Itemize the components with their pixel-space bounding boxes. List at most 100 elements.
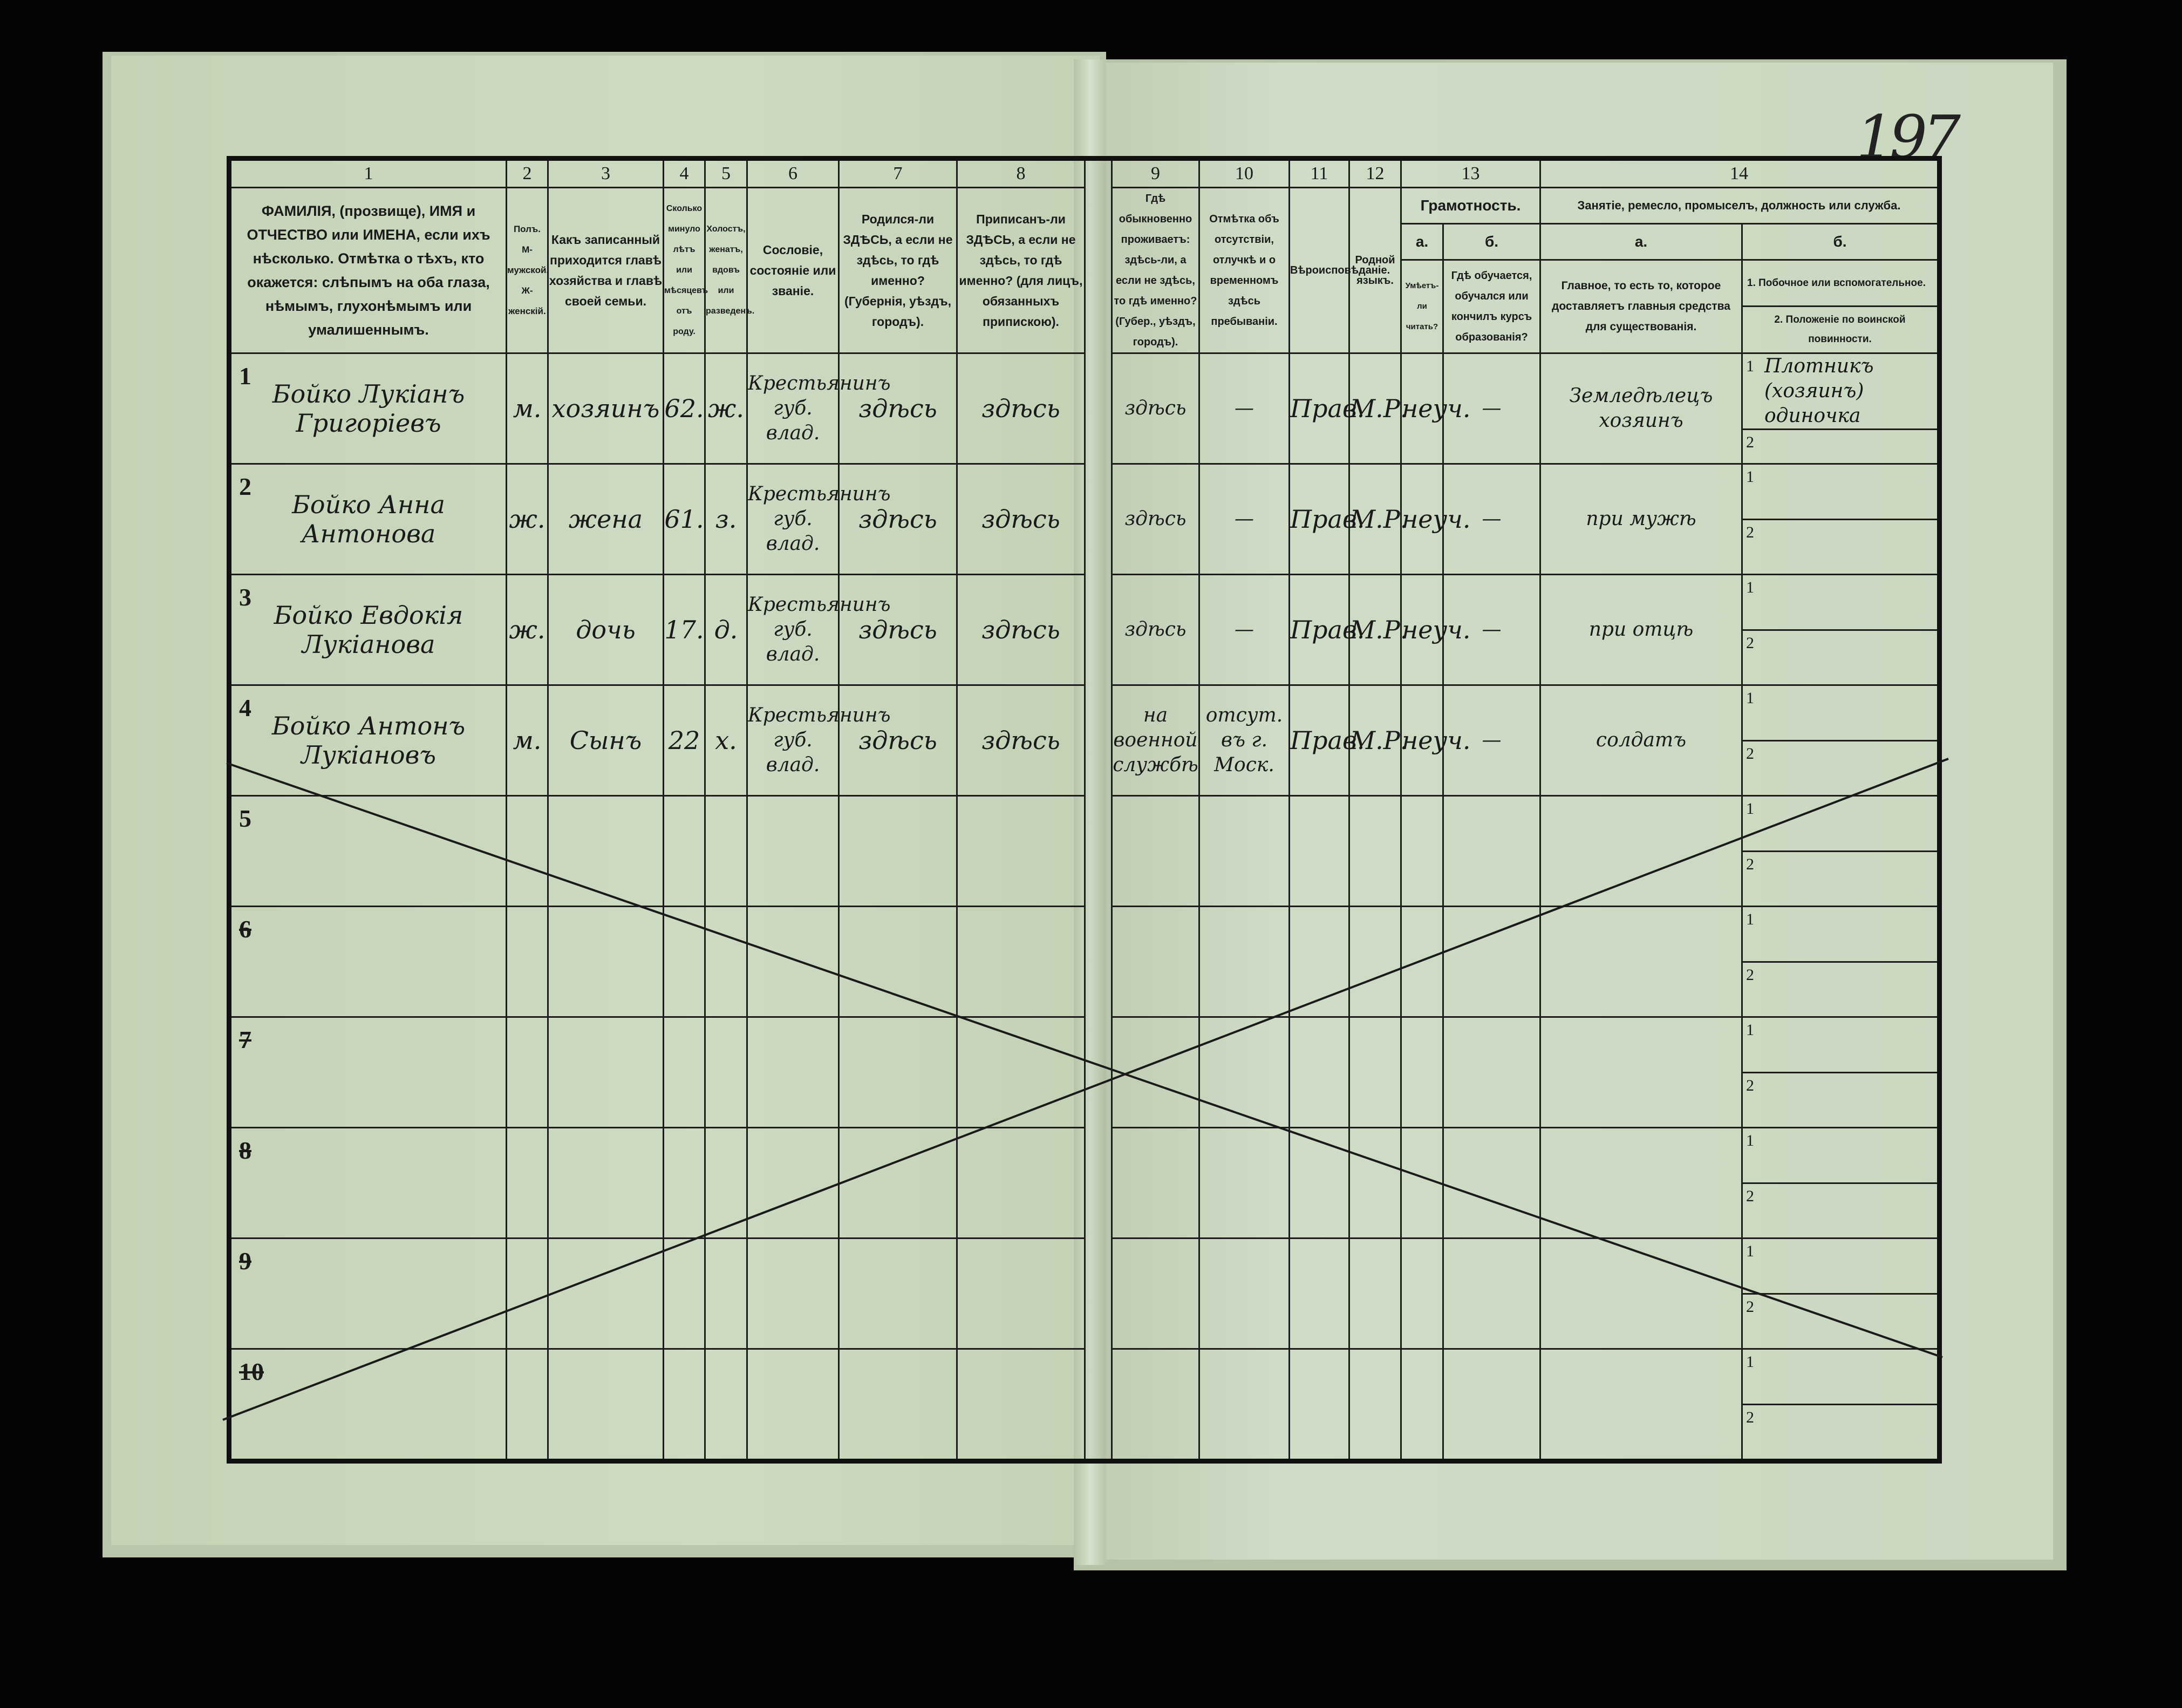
occupation-cell [1539, 1237, 1743, 1350]
religion-cell [1288, 795, 1350, 907]
col-number: 11 [1288, 158, 1350, 188]
absence-cell [1198, 1348, 1290, 1462]
birthplace-cell [838, 906, 958, 1018]
secondary-occupation-cell: 1 [1743, 575, 1937, 631]
literacy-cell [1400, 1237, 1444, 1350]
row-number: 5 [239, 805, 251, 832]
col-number: 12 [1348, 158, 1402, 188]
age-cell: 17. [663, 574, 706, 686]
residence-cell [1111, 906, 1200, 1018]
language-cell [1348, 1016, 1402, 1128]
header-language: Родной языкъ. [1348, 187, 1402, 354]
header-secondary-military: 1. Побочное или вспомогательное. 2. Поло… [1741, 258, 1940, 355]
language-cell [1348, 1348, 1402, 1462]
header-13b-letter: б. [1442, 222, 1541, 261]
sex-cell [506, 1237, 549, 1350]
gutter-cell [1084, 158, 1113, 353]
row-number: 8 [239, 1137, 251, 1164]
language-cell [1348, 1237, 1402, 1350]
header-occupation: Занятіе, ремесло, промыселъ, должность и… [1539, 187, 1940, 224]
header-14a-letter: а. [1539, 222, 1743, 261]
header-sex: Полъ. М-мужской. Ж-женскій. [506, 187, 549, 354]
sub-label: 2 [1746, 855, 1754, 873]
education-cell: — [1442, 684, 1541, 797]
row-number: 4 [239, 694, 251, 722]
table-row: 8 1 2 [228, 1127, 1940, 1239]
sub-label: 2 [1746, 744, 1754, 763]
estate-cell: Крестьянинъ губ. влад. [746, 574, 891, 686]
estate-cell [746, 1016, 840, 1128]
age-cell [663, 1348, 706, 1462]
marital-cell: ж. [704, 352, 748, 465]
registration-cell [956, 1016, 1086, 1128]
secondary-occupation-cell: 1 [1743, 1239, 1937, 1295]
literacy-cell: неуч. [1400, 463, 1470, 575]
occupation-cell [1539, 1127, 1743, 1239]
name-cell: 4 Бойко Антонъ Лукіановъ [228, 684, 507, 797]
occupation-cell [1539, 906, 1743, 1018]
person-name: Бойко Евдокія Лукіанова [274, 601, 463, 659]
age-cell: 62. [663, 352, 706, 465]
age-cell: 61. [663, 463, 706, 575]
person-name: Бойко Лукіанъ Григоріевъ [272, 379, 465, 438]
col-number: 13 [1400, 158, 1541, 188]
col-number: 3 [547, 158, 664, 188]
absence-cell: — [1198, 463, 1290, 575]
header-born: Родился-ли ЗДѢСЬ, а если не здѣсь, то гд… [838, 187, 958, 354]
secondary-occupation: Плотникъ (хозяинъ) одиночка [1764, 355, 1874, 427]
estate-cell [746, 906, 840, 1018]
header-literacy: Грамотность. [1400, 187, 1541, 224]
registration-cell [956, 795, 1086, 907]
header-marital: Холостъ, женатъ, вдовъ или разведенъ. [704, 187, 754, 354]
sub-label: 1 [1746, 1021, 1754, 1039]
header-age: Сколько минуло лѣтъ или мѣсяцевъ отъ род… [663, 187, 708, 354]
residence-cell: здѣсь [1111, 574, 1200, 686]
military-status-cell: 2 [1743, 1184, 1937, 1238]
residence-cell [1111, 1348, 1200, 1462]
table-row: 6 1 2 [228, 906, 1940, 1018]
language-cell [1348, 1127, 1402, 1239]
table-row: 4 Бойко Антонъ Лукіановъ м. Сынъ 22 х. Крестья… [228, 684, 1940, 797]
row-number: 9 [239, 1247, 251, 1275]
name-cell: 2 Бойко Анна Антонова [228, 463, 507, 575]
military-status-cell: 2 [1743, 520, 1937, 574]
sub-label: 2 [1746, 1297, 1754, 1316]
age-cell [663, 1237, 706, 1350]
secondary-occupation-cell: 1 [1743, 465, 1937, 520]
education-cell [1442, 1127, 1541, 1239]
name-cell: 3 Бойко Евдокія Лукіанова [228, 574, 507, 686]
col-number: 5 [704, 158, 748, 188]
secondary-occupation-cell: 1 Плотникъ (хозяинъ) одиночка [1743, 354, 1937, 430]
occupation-cell [1539, 1348, 1743, 1462]
absence-cell [1198, 1016, 1290, 1128]
header-absence: Отмѣтка объ отсутствіи, отлучкѣ и о врем… [1198, 187, 1290, 354]
col-number: 14 [1539, 158, 1940, 188]
registration-cell [956, 1348, 1086, 1462]
estate-cell: Крестьянинъ губ. влад. [746, 684, 891, 797]
name-cell: 5 [228, 795, 507, 907]
marital-cell: з. [704, 463, 748, 575]
census-table: 1 2 3 4 5 6 7 8 9 10 11 12 13 14 ФАМИЛІЯ… [227, 156, 1942, 1464]
secondary-occupation-cell: 1 [1743, 1128, 1937, 1184]
residence-cell [1111, 1016, 1200, 1128]
row-number: 2 [239, 473, 251, 500]
gutter-cell [1084, 1349, 1113, 1461]
birthplace-cell: здѣсь [838, 352, 958, 465]
birthplace-cell [838, 1016, 958, 1128]
secondary-occupation-cell: 1 [1743, 797, 1937, 852]
secondary-military-cell: 1 2 [1741, 1016, 1940, 1128]
estate-cell: Крестьянинъ губ. влад. [746, 463, 891, 575]
col-number: 2 [506, 158, 549, 188]
registration-cell: здѣсь [956, 684, 1086, 797]
military-status-cell: 2 [1743, 631, 1937, 685]
secondary-military-cell: 1 2 [1741, 795, 1940, 907]
name-cell: 10 [228, 1348, 507, 1462]
residence-cell: здѣсь [1111, 463, 1200, 575]
absence-cell [1198, 906, 1290, 1018]
sub-label: 2 [1746, 634, 1754, 652]
header-14b-letter: б. [1741, 222, 1940, 261]
header-13a-letter: а. [1400, 222, 1444, 261]
birthplace-cell [838, 1348, 958, 1462]
secondary-military-cell: 1 Плотникъ (хозяинъ) одиночка 2 [1741, 352, 1940, 465]
table-header: 1 2 3 4 5 6 7 8 9 10 11 12 13 14 ФАМИЛІЯ… [228, 158, 1940, 355]
